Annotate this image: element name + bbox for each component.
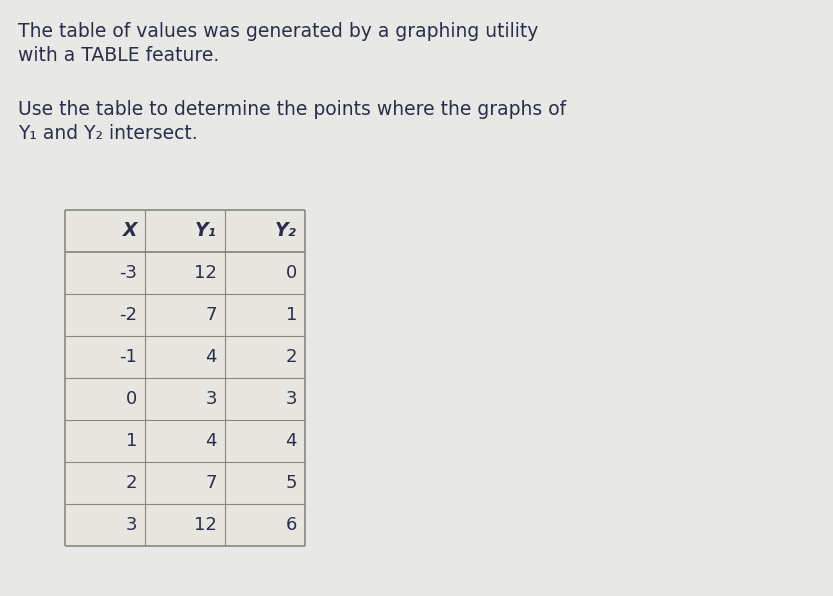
Text: 1: 1 (126, 432, 137, 450)
Text: Y₂: Y₂ (275, 222, 297, 241)
Text: -2: -2 (119, 306, 137, 324)
Bar (65, 210, 305, 546)
Text: 4: 4 (206, 348, 217, 366)
Text: Y₁ and Y₂ intersect.: Y₁ and Y₂ intersect. (18, 124, 197, 143)
Text: 5: 5 (286, 474, 297, 492)
Text: 4: 4 (286, 432, 297, 450)
Text: 4: 4 (206, 432, 217, 450)
Text: The table of values was generated by a graphing utility: The table of values was generated by a g… (18, 22, 538, 41)
Text: 2: 2 (286, 348, 297, 366)
Text: with a TABLE feature.: with a TABLE feature. (18, 46, 219, 65)
Text: X: X (122, 222, 137, 241)
Text: 12: 12 (194, 516, 217, 534)
Text: -1: -1 (119, 348, 137, 366)
Text: Use the table to determine the points where the graphs of: Use the table to determine the points wh… (18, 100, 566, 119)
Text: 1: 1 (286, 306, 297, 324)
Text: 0: 0 (286, 264, 297, 282)
Text: 3: 3 (126, 516, 137, 534)
Text: -3: -3 (119, 264, 137, 282)
Text: 12: 12 (194, 264, 217, 282)
Text: 3: 3 (206, 390, 217, 408)
Text: 7: 7 (206, 474, 217, 492)
Text: 0: 0 (126, 390, 137, 408)
Text: 7: 7 (206, 306, 217, 324)
Text: 2: 2 (126, 474, 137, 492)
Text: 6: 6 (286, 516, 297, 534)
Text: 3: 3 (286, 390, 297, 408)
Text: Y₁: Y₁ (195, 222, 217, 241)
